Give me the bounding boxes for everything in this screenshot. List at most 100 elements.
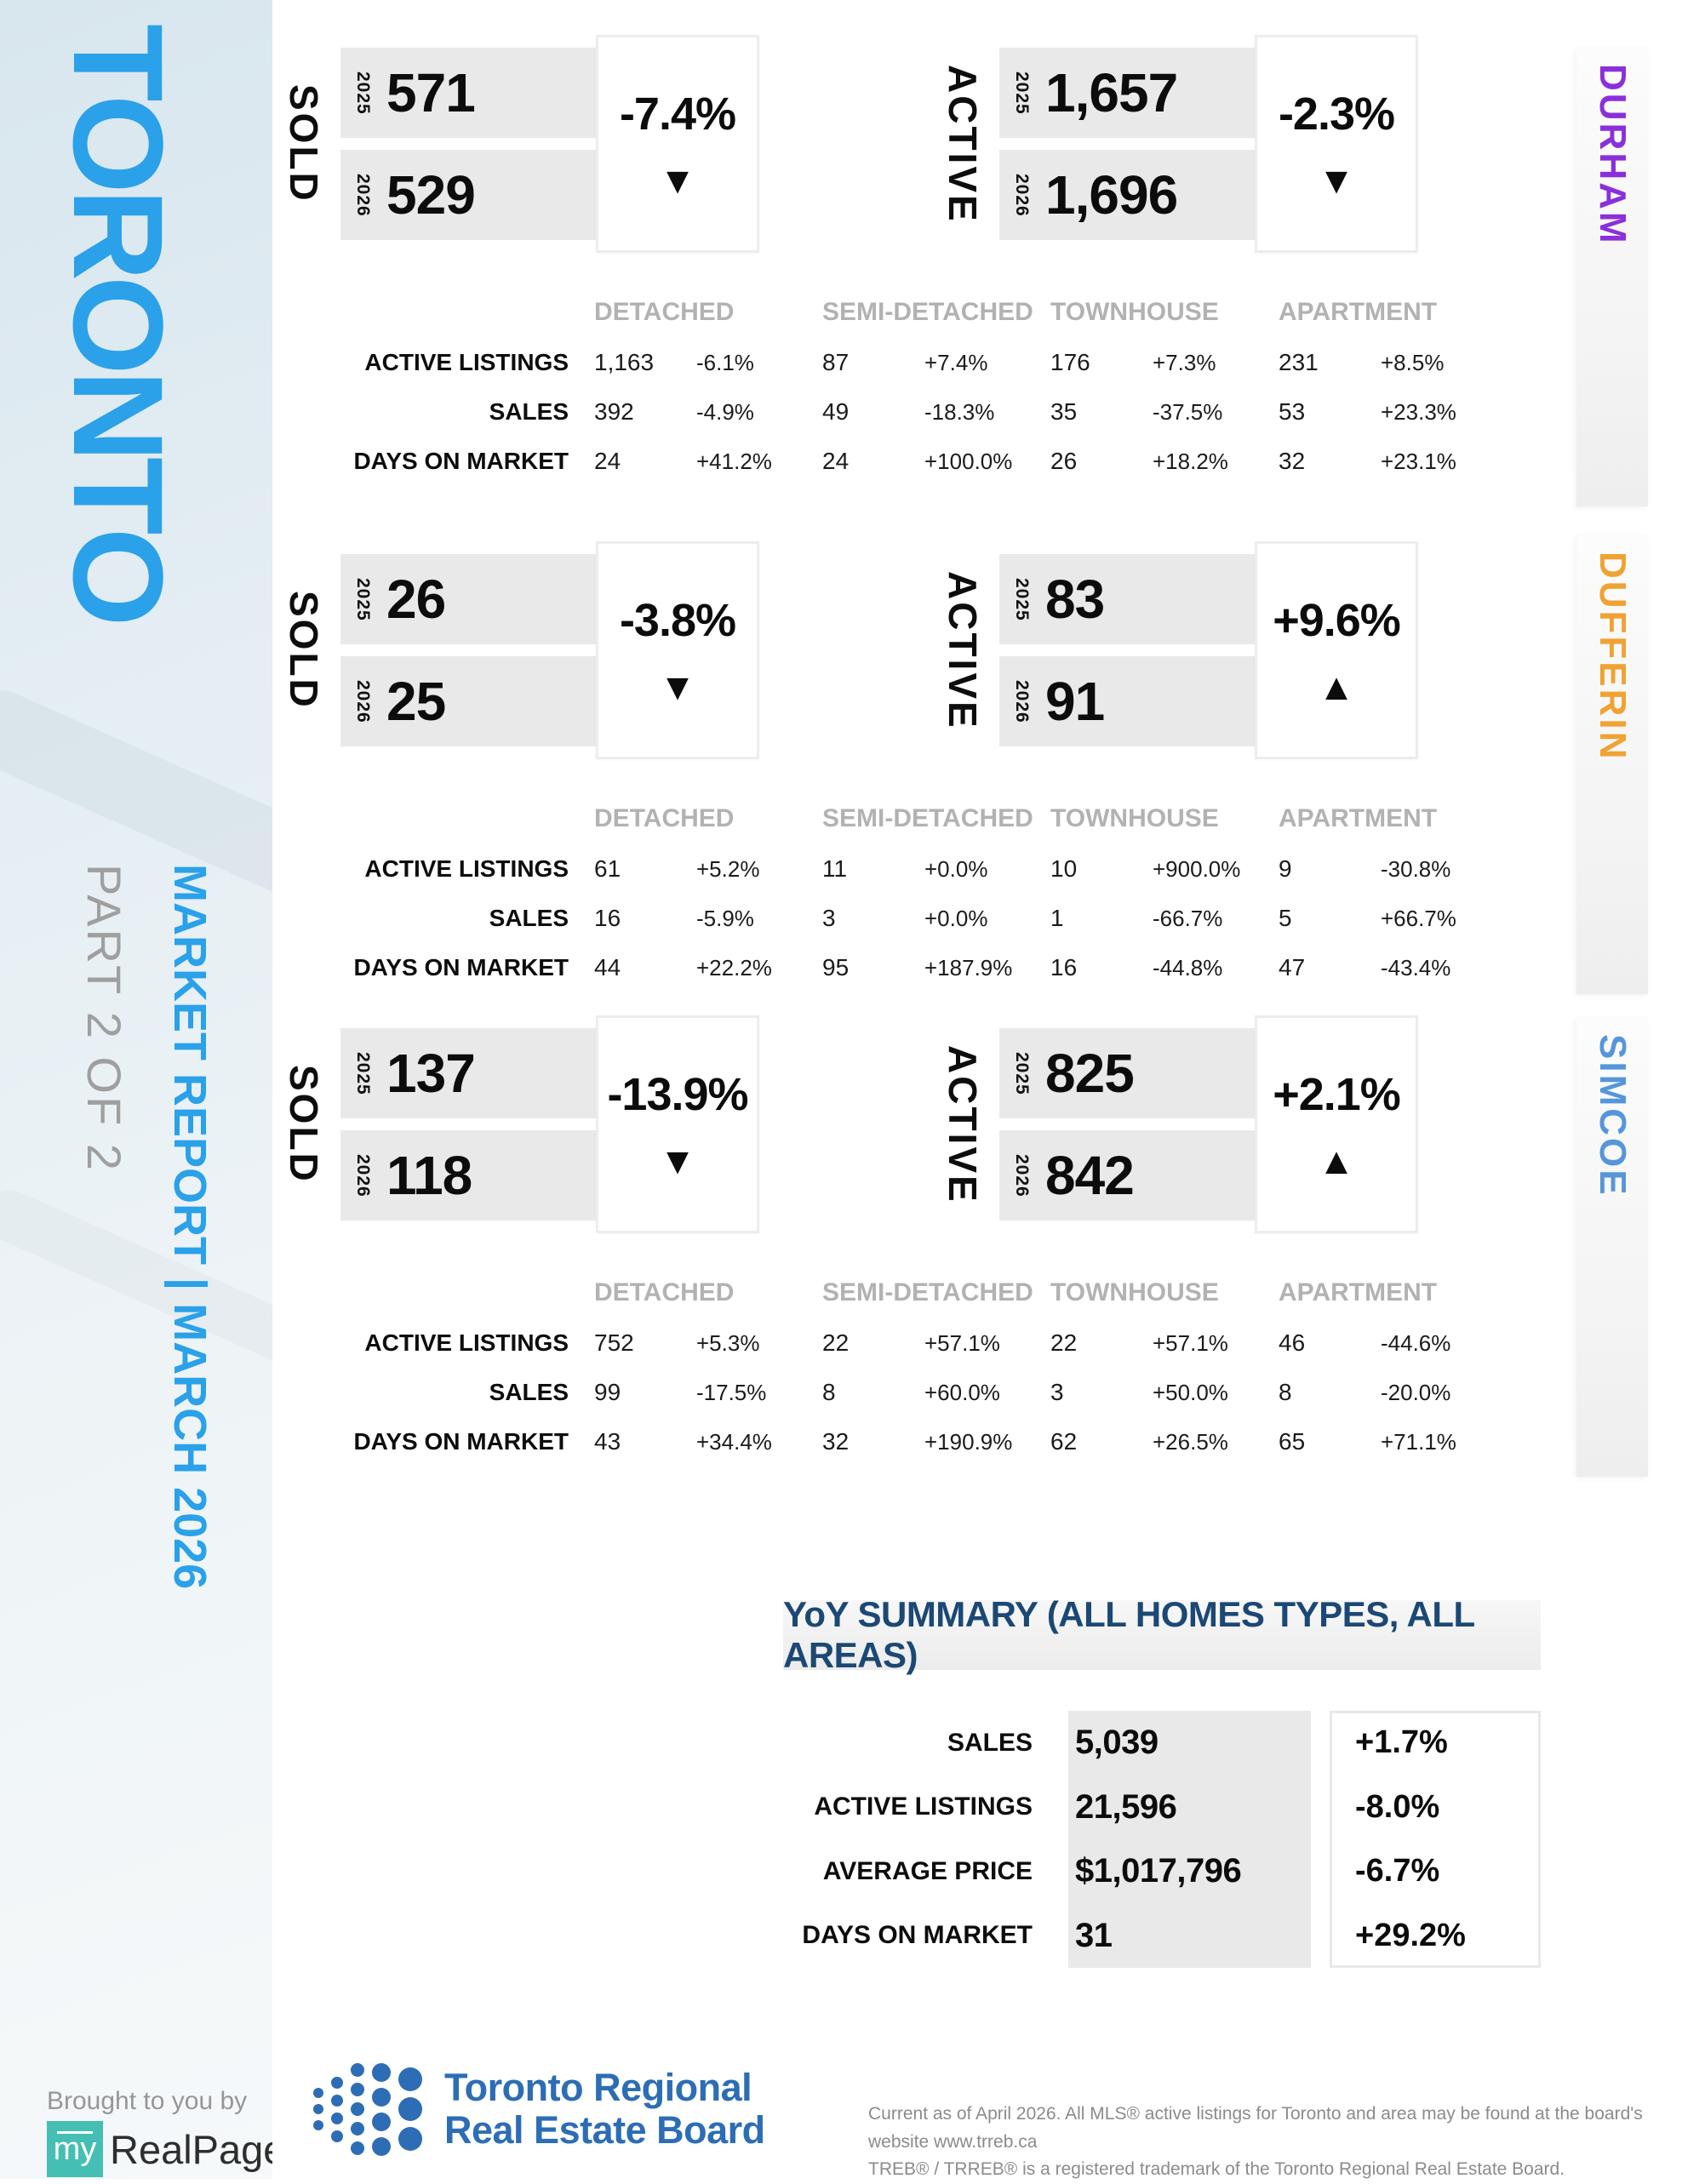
table-cell: 46 -44.6% [1279,1329,1451,1356]
summary-row-average-price: AVERAGE PRICE $1,017,796 -6.7% [822,1852,1440,1890]
active-pct-box: +2.1% ▲ [1255,1015,1418,1233]
table-cell: 3 +0.0% [822,905,988,931]
region-section-dufferin: SOLD 2025 26 2026 25 -3.8% ▼ ACTIVE 20 [281,540,1558,981]
active-label: ACTIVE [941,1044,985,1204]
table-cell: 16 -44.8% [1050,954,1223,981]
background-streak [0,679,272,929]
table-cell: 65 +71.1% [1279,1428,1456,1455]
trend-arrow-icon: ▲ [1318,666,1355,708]
active-2026-value: 91 [1045,671,1105,732]
simcoe-active-block: ACTIVE 2025 825 2026 842 +2.1% ▲ [940,1015,1418,1233]
simcoe-sold-block: SOLD 2025 137 2026 118 -13.9% ▼ [281,1015,759,1233]
trreb-logo-text: Toronto Regional Real Estate Board [444,2065,765,2152]
yoy-summary-title: YoY SUMMARY (ALL HOMES TYPES, ALL AREAS) [783,1594,1541,1675]
sold-row-2025: 2025 571 [340,48,632,138]
table-cell: 32 +23.1% [1279,448,1456,474]
trend-arrow-icon: ▼ [659,666,696,708]
year-label: 2025 [353,1051,373,1095]
sold-pct-value: -3.8% [619,595,736,646]
sold-2026-value: 25 [386,671,446,732]
active-row-2025: 2025 825 [999,1028,1290,1118]
myrealpage-logo: my RealPage [47,2121,272,2177]
active-2026-value: 1,696 [1045,164,1178,226]
year-label: 2026 [1012,1153,1032,1198]
simcoe-stats: SOLD 2025 137 2026 118 -13.9% ▼ ACTIVE [281,1015,1558,1234]
row-label: DAYS ON MARKET [353,1428,569,1455]
sold-row-2026: 2026 118 [340,1130,632,1221]
row-label: DAYS ON MARKET [353,448,569,474]
table-cell: 10 +900.0% [1050,855,1241,882]
brought-to-you-by-label: Brought to you by [47,2087,248,2115]
sold-rows: 2025 26 2026 25 [340,554,632,746]
active-pct-box: +9.6% ▲ [1255,541,1418,759]
column-header: TOWNHOUSE [1050,1278,1219,1306]
table-cell: 1 -66.7% [1050,905,1223,931]
table-cell: 87 +7.4% [822,349,988,375]
trreb-logo: Toronto Regional Real Estate Board [313,2050,765,2169]
year-label: 2025 [1012,577,1032,621]
sidebar: TORONTO MARKET REPORT | MARCH 2026 PART … [0,0,272,2179]
dufferin-detail-table: DETACHED SEMI-DETACHED TOWNHOUSE APARTME… [281,804,1558,981]
table-cell: 95 +187.9% [822,954,1013,981]
table-cell: 22 +57.1% [822,1329,1000,1356]
row-label: SALES [489,905,569,931]
sold-label: SOLD [282,84,326,203]
column-header: DETACHED [594,1278,735,1306]
table-cell: 24 +100.0% [822,448,1013,474]
summary-pct-column-bg [1330,1711,1541,1968]
table-cell: 24 +41.2% [594,448,772,474]
table-cell: 47 -43.4% [1279,954,1451,981]
row-label: SALES [489,398,569,425]
summary-row-days-on-market: DAYS ON MARKET 31 +29.2% [802,1916,1466,1954]
trreb-logo-dots-icon [313,2050,422,2169]
year-label: 2025 [353,577,373,621]
active-2025-value: 825 [1045,1043,1135,1104]
summary-row-active-listings: ACTIVE LISTINGS 21,596 -8.0% [814,1787,1440,1826]
table-cell: 9 -30.8% [1279,855,1451,882]
table-cell: 176 +7.3% [1050,349,1216,375]
year-label: 2026 [353,173,373,217]
yoy-summary-body: SALES 5,039 +1.7% ACTIVE LISTINGS 21,596… [783,1711,1541,1968]
active-row-2025: 2025 1,657 [999,48,1290,138]
column-header: APARTMENT [1279,298,1438,326]
year-label: 2026 [353,1153,373,1198]
active-pct-value: -2.3% [1278,89,1395,140]
trend-arrow-icon: ▼ [1318,160,1355,202]
row-label: ACTIVE LISTINGS [364,1329,569,1356]
year-label: 2026 [1012,173,1032,217]
sold-2025-value: 137 [386,1043,476,1104]
row-label: SALES [489,1379,569,1405]
report-subtitle: MARKET REPORT | MARCH 2026 [164,864,215,1590]
column-header: APARTMENT [1279,1278,1438,1306]
dufferin-active-block: ACTIVE 2025 83 2026 91 +9.6% ▲ [940,541,1418,759]
durham-active-block: ACTIVE 2025 1,657 2026 1,696 -2.3% ▼ [940,35,1418,253]
sold-pct-value: -7.4% [619,89,736,140]
active-2026-value: 842 [1045,1145,1135,1206]
column-header: SEMI-DETACHED [822,298,1033,326]
table-cell: 61 +5.2% [594,855,760,882]
active-pct-value: +2.1% [1273,1069,1401,1120]
table-cell: 49 -18.3% [822,398,995,425]
table-cell: 53 +23.3% [1279,398,1456,425]
region-tab-label: SIMCOE [1592,1034,1633,1198]
column-header: SEMI-DETACHED [822,1278,1033,1306]
row-label: ACTIVE LISTINGS [364,855,569,882]
table-cell: 752 +5.3% [594,1329,760,1356]
table-cell: 62 +26.5% [1050,1428,1228,1455]
table-cell: 43 +34.4% [594,1428,772,1455]
table-cell: 44 +22.2% [594,954,772,981]
sold-label: SOLD [282,591,326,710]
active-rows: 2025 825 2026 842 [999,1028,1290,1221]
active-pct-box: -2.3% ▼ [1255,35,1418,253]
sold-pct-box: -13.9% ▼ [596,1015,759,1233]
table-cell: 8 +60.0% [822,1379,1000,1405]
summary-value-column-bg [1068,1711,1311,1968]
column-header: DETACHED [594,298,735,326]
table-cell: 32 +190.9% [822,1428,1013,1455]
region-tab-durham: DURHAM [1576,47,1648,506]
active-pct-value: +9.6% [1273,595,1401,646]
region-tab-label: DURHAM [1592,64,1633,246]
yoy-summary: YoY SUMMARY (ALL HOMES TYPES, ALL AREAS)… [783,1594,1541,1968]
column-header: SEMI-DETACHED [822,804,1033,832]
active-row-2026: 2026 91 [999,656,1290,746]
